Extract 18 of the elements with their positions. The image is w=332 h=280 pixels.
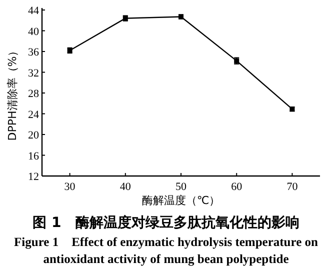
x-tick-label: 70 (286, 181, 298, 193)
y-tick-label: 40 (28, 26, 40, 38)
y-tick-label: 20 (28, 130, 40, 142)
y-tick-label: 44 (28, 5, 40, 17)
x-tick-label: 30 (64, 181, 76, 193)
text: Figure 1 Effect of enzymatic hydrolysis temperature on antioxidant activity of mung bean polypeptide (13, 234, 319, 268)
y-tick-label: 36 (28, 46, 40, 58)
x-tick-label: 60 (231, 181, 243, 193)
y-tick-label: 32 (28, 67, 39, 80)
y-tick-label: 16 (28, 150, 40, 162)
y-tick-label: 28 (28, 88, 40, 100)
x-axis-title: 酶解温度（℃） (142, 194, 220, 207)
text: 图 1 酶解温度对绿豆多肽抗氧化性的影响 (32, 214, 300, 232)
y-tick-label: 24 (28, 108, 40, 121)
y-tick-label: 12 (28, 171, 39, 183)
y-axis-title: DPPH清除率（%） (6, 45, 19, 141)
x-tick-label: 40 (120, 181, 132, 193)
x-tick-label: 50 (176, 181, 187, 193)
